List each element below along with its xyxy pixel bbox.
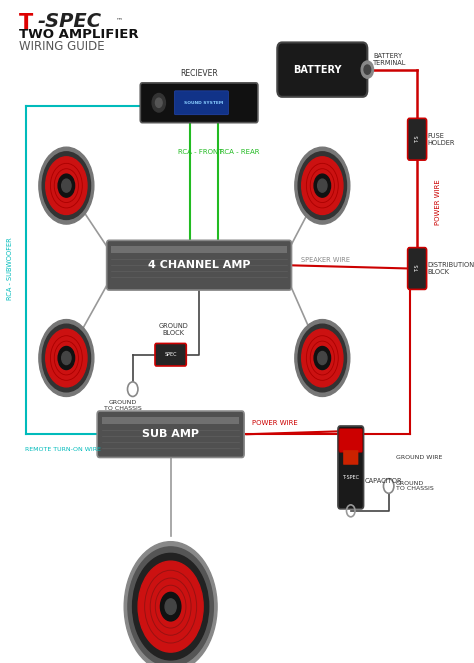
Text: T·S: T·S <box>415 135 419 143</box>
Circle shape <box>295 320 350 396</box>
Text: POWER WIRE: POWER WIRE <box>252 420 298 426</box>
Text: BATTERY
TERMINAL: BATTERY TERMINAL <box>373 53 406 66</box>
Text: T: T <box>19 13 33 33</box>
FancyBboxPatch shape <box>408 247 427 289</box>
Text: DISTRIBUTION
BLOCK: DISTRIBUTION BLOCK <box>428 262 474 275</box>
Circle shape <box>152 93 165 112</box>
FancyBboxPatch shape <box>343 450 358 465</box>
Circle shape <box>298 324 346 392</box>
FancyBboxPatch shape <box>339 429 363 452</box>
Text: T·S: T·S <box>415 265 419 272</box>
Text: FUSE
HOLDER: FUSE HOLDER <box>428 133 455 146</box>
FancyBboxPatch shape <box>174 91 228 115</box>
Circle shape <box>42 324 91 392</box>
Circle shape <box>298 152 346 219</box>
Circle shape <box>301 157 343 215</box>
Text: -SPEC: -SPEC <box>38 12 102 31</box>
Text: RCA - SUBWOOFER: RCA - SUBWOOFER <box>8 237 13 300</box>
Text: REMOTE TURN-ON WIRE: REMOTE TURN-ON WIRE <box>25 447 100 452</box>
Circle shape <box>160 592 181 621</box>
Circle shape <box>46 157 87 215</box>
Circle shape <box>314 347 330 369</box>
Circle shape <box>314 174 330 197</box>
Circle shape <box>39 320 94 396</box>
Circle shape <box>124 542 217 663</box>
Circle shape <box>62 179 71 192</box>
Text: WIRING GUIDE: WIRING GUIDE <box>19 40 105 54</box>
Text: BATTERY: BATTERY <box>293 64 342 75</box>
Text: SOUND SYSTEM: SOUND SYSTEM <box>184 101 223 105</box>
Text: GROUND
TO CHASSIS: GROUND TO CHASSIS <box>396 481 434 491</box>
Circle shape <box>42 152 91 219</box>
Text: GROUND
BLOCK: GROUND BLOCK <box>158 323 188 336</box>
Circle shape <box>318 179 327 192</box>
Text: SUB AMP: SUB AMP <box>142 429 199 440</box>
Circle shape <box>155 98 162 107</box>
FancyBboxPatch shape <box>97 411 244 457</box>
Bar <box>111 247 287 253</box>
Text: SPEC: SPEC <box>164 352 177 357</box>
Text: GROUND
TO CHASSIS: GROUND TO CHASSIS <box>104 400 142 410</box>
Circle shape <box>39 147 94 224</box>
FancyBboxPatch shape <box>408 118 427 160</box>
Text: RECIEVER: RECIEVER <box>180 68 218 78</box>
Text: 4 CHANNEL AMP: 4 CHANNEL AMP <box>148 260 250 271</box>
Text: T·SPEC: T·SPEC <box>342 475 359 480</box>
Circle shape <box>361 61 374 78</box>
Circle shape <box>165 599 176 615</box>
Text: RCA - REAR: RCA - REAR <box>220 149 260 156</box>
Circle shape <box>46 329 87 387</box>
Circle shape <box>364 65 371 74</box>
Circle shape <box>138 561 203 652</box>
Text: TWO AMPLIFIER: TWO AMPLIFIER <box>19 28 138 41</box>
Circle shape <box>128 547 213 663</box>
FancyBboxPatch shape <box>155 343 186 366</box>
Circle shape <box>58 347 74 369</box>
Circle shape <box>62 351 71 365</box>
FancyBboxPatch shape <box>107 241 292 290</box>
Text: CAPACITOR: CAPACITOR <box>365 477 402 484</box>
Text: POWER WIRE: POWER WIRE <box>436 179 441 225</box>
Text: RCA - FRONT: RCA - FRONT <box>178 149 222 156</box>
Circle shape <box>318 351 327 365</box>
Text: GROUND WIRE: GROUND WIRE <box>396 455 442 460</box>
Circle shape <box>58 174 74 197</box>
Circle shape <box>295 147 350 224</box>
Bar <box>102 417 239 424</box>
Text: ™: ™ <box>116 17 123 23</box>
Circle shape <box>133 554 209 660</box>
FancyBboxPatch shape <box>338 426 364 509</box>
Text: SPEAKER WIRE: SPEAKER WIRE <box>301 257 350 263</box>
FancyBboxPatch shape <box>277 42 367 97</box>
Circle shape <box>301 329 343 387</box>
FancyBboxPatch shape <box>140 83 258 123</box>
